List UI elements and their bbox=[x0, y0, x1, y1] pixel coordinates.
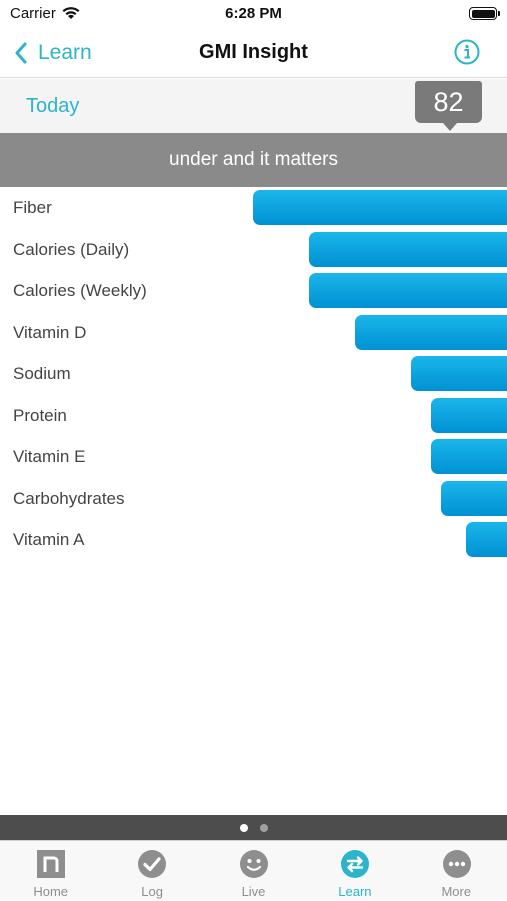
score-badge: 82 bbox=[415, 81, 482, 131]
bar-label: Vitamin E bbox=[13, 447, 86, 466]
bar-label: Carbohydrates bbox=[13, 488, 125, 508]
bar bbox=[309, 231, 507, 267]
bar-label: Calories (Daily) bbox=[13, 239, 130, 259]
tab-bar: Home Log Live Learn More bbox=[0, 840, 507, 900]
bar bbox=[355, 314, 507, 350]
tab-label: Home bbox=[33, 884, 69, 899]
tab-label: Live bbox=[241, 884, 266, 899]
clock: 6:28 PM bbox=[225, 5, 282, 22]
home-n-icon bbox=[37, 850, 65, 878]
tab-more[interactable]: More bbox=[406, 841, 507, 901]
page-indicator bbox=[0, 815, 507, 840]
back-label: Learn bbox=[38, 41, 92, 64]
chart-row[interactable]: Calories (Weekly) bbox=[0, 270, 507, 312]
bar-label: Protein bbox=[13, 405, 67, 425]
bar bbox=[431, 397, 507, 433]
bar bbox=[411, 356, 507, 391]
wifi-icon bbox=[62, 7, 80, 19]
status-bar: Carrier 6:28 PM bbox=[0, 0, 507, 28]
checkmark-circle-icon bbox=[138, 850, 167, 878]
tab-label: Learn bbox=[338, 884, 372, 899]
bar-label: Fiber bbox=[13, 198, 52, 217]
chart-row[interactable]: Fiber bbox=[0, 187, 507, 229]
chart-row[interactable]: Carbohydrates bbox=[0, 478, 507, 520]
swap-arrows-icon bbox=[341, 850, 370, 878]
page-dot-inactive[interactable] bbox=[260, 824, 268, 832]
tab-log[interactable]: Log bbox=[101, 841, 202, 901]
tab-label: Log bbox=[141, 884, 163, 899]
battery-icon bbox=[469, 7, 500, 20]
chart-row[interactable]: Vitamin D bbox=[0, 312, 507, 354]
chart-row[interactable]: Vitamin A bbox=[0, 519, 507, 561]
section-header: under and it matters bbox=[0, 133, 507, 187]
tab-home[interactable]: Home bbox=[0, 841, 101, 901]
bar-label: Vitamin D bbox=[13, 322, 87, 342]
bar-label: Vitamin A bbox=[13, 530, 85, 549]
tab-learn[interactable]: Learn bbox=[304, 841, 405, 901]
tab-label: More bbox=[441, 884, 472, 899]
navigation-bar: Learn GMI Insight bbox=[0, 28, 507, 78]
period-selector[interactable]: Today bbox=[26, 95, 80, 117]
bar bbox=[431, 439, 507, 474]
nutrient-bar-chart: Fiber Calories (Daily) Calories (Weekly) Vi… bbox=[0, 187, 507, 561]
page-dot-active[interactable] bbox=[240, 824, 248, 832]
period-bar: Today 82 bbox=[0, 79, 507, 133]
chart-row[interactable]: Vitamin E bbox=[0, 436, 507, 478]
chevron-left-icon bbox=[15, 42, 27, 64]
chart-row[interactable]: Sodium bbox=[0, 353, 507, 395]
bar-label: Sodium bbox=[13, 364, 71, 383]
chart-row[interactable]: Calories (Daily) bbox=[0, 229, 507, 271]
bar bbox=[309, 273, 507, 308]
bar bbox=[441, 480, 507, 516]
tab-live[interactable]: Live bbox=[203, 841, 304, 901]
smiley-face-icon bbox=[239, 850, 268, 878]
bar-label: Calories (Weekly) bbox=[13, 281, 147, 300]
bar bbox=[253, 190, 507, 225]
bar bbox=[466, 522, 507, 557]
carrier-label: Carrier bbox=[10, 5, 56, 22]
back-button[interactable]: Learn bbox=[14, 38, 92, 68]
page-title: GMI Insight bbox=[199, 41, 308, 63]
chart-row[interactable]: Protein bbox=[0, 395, 507, 437]
more-dots-icon bbox=[442, 850, 471, 878]
info-circle-icon[interactable] bbox=[454, 39, 480, 65]
